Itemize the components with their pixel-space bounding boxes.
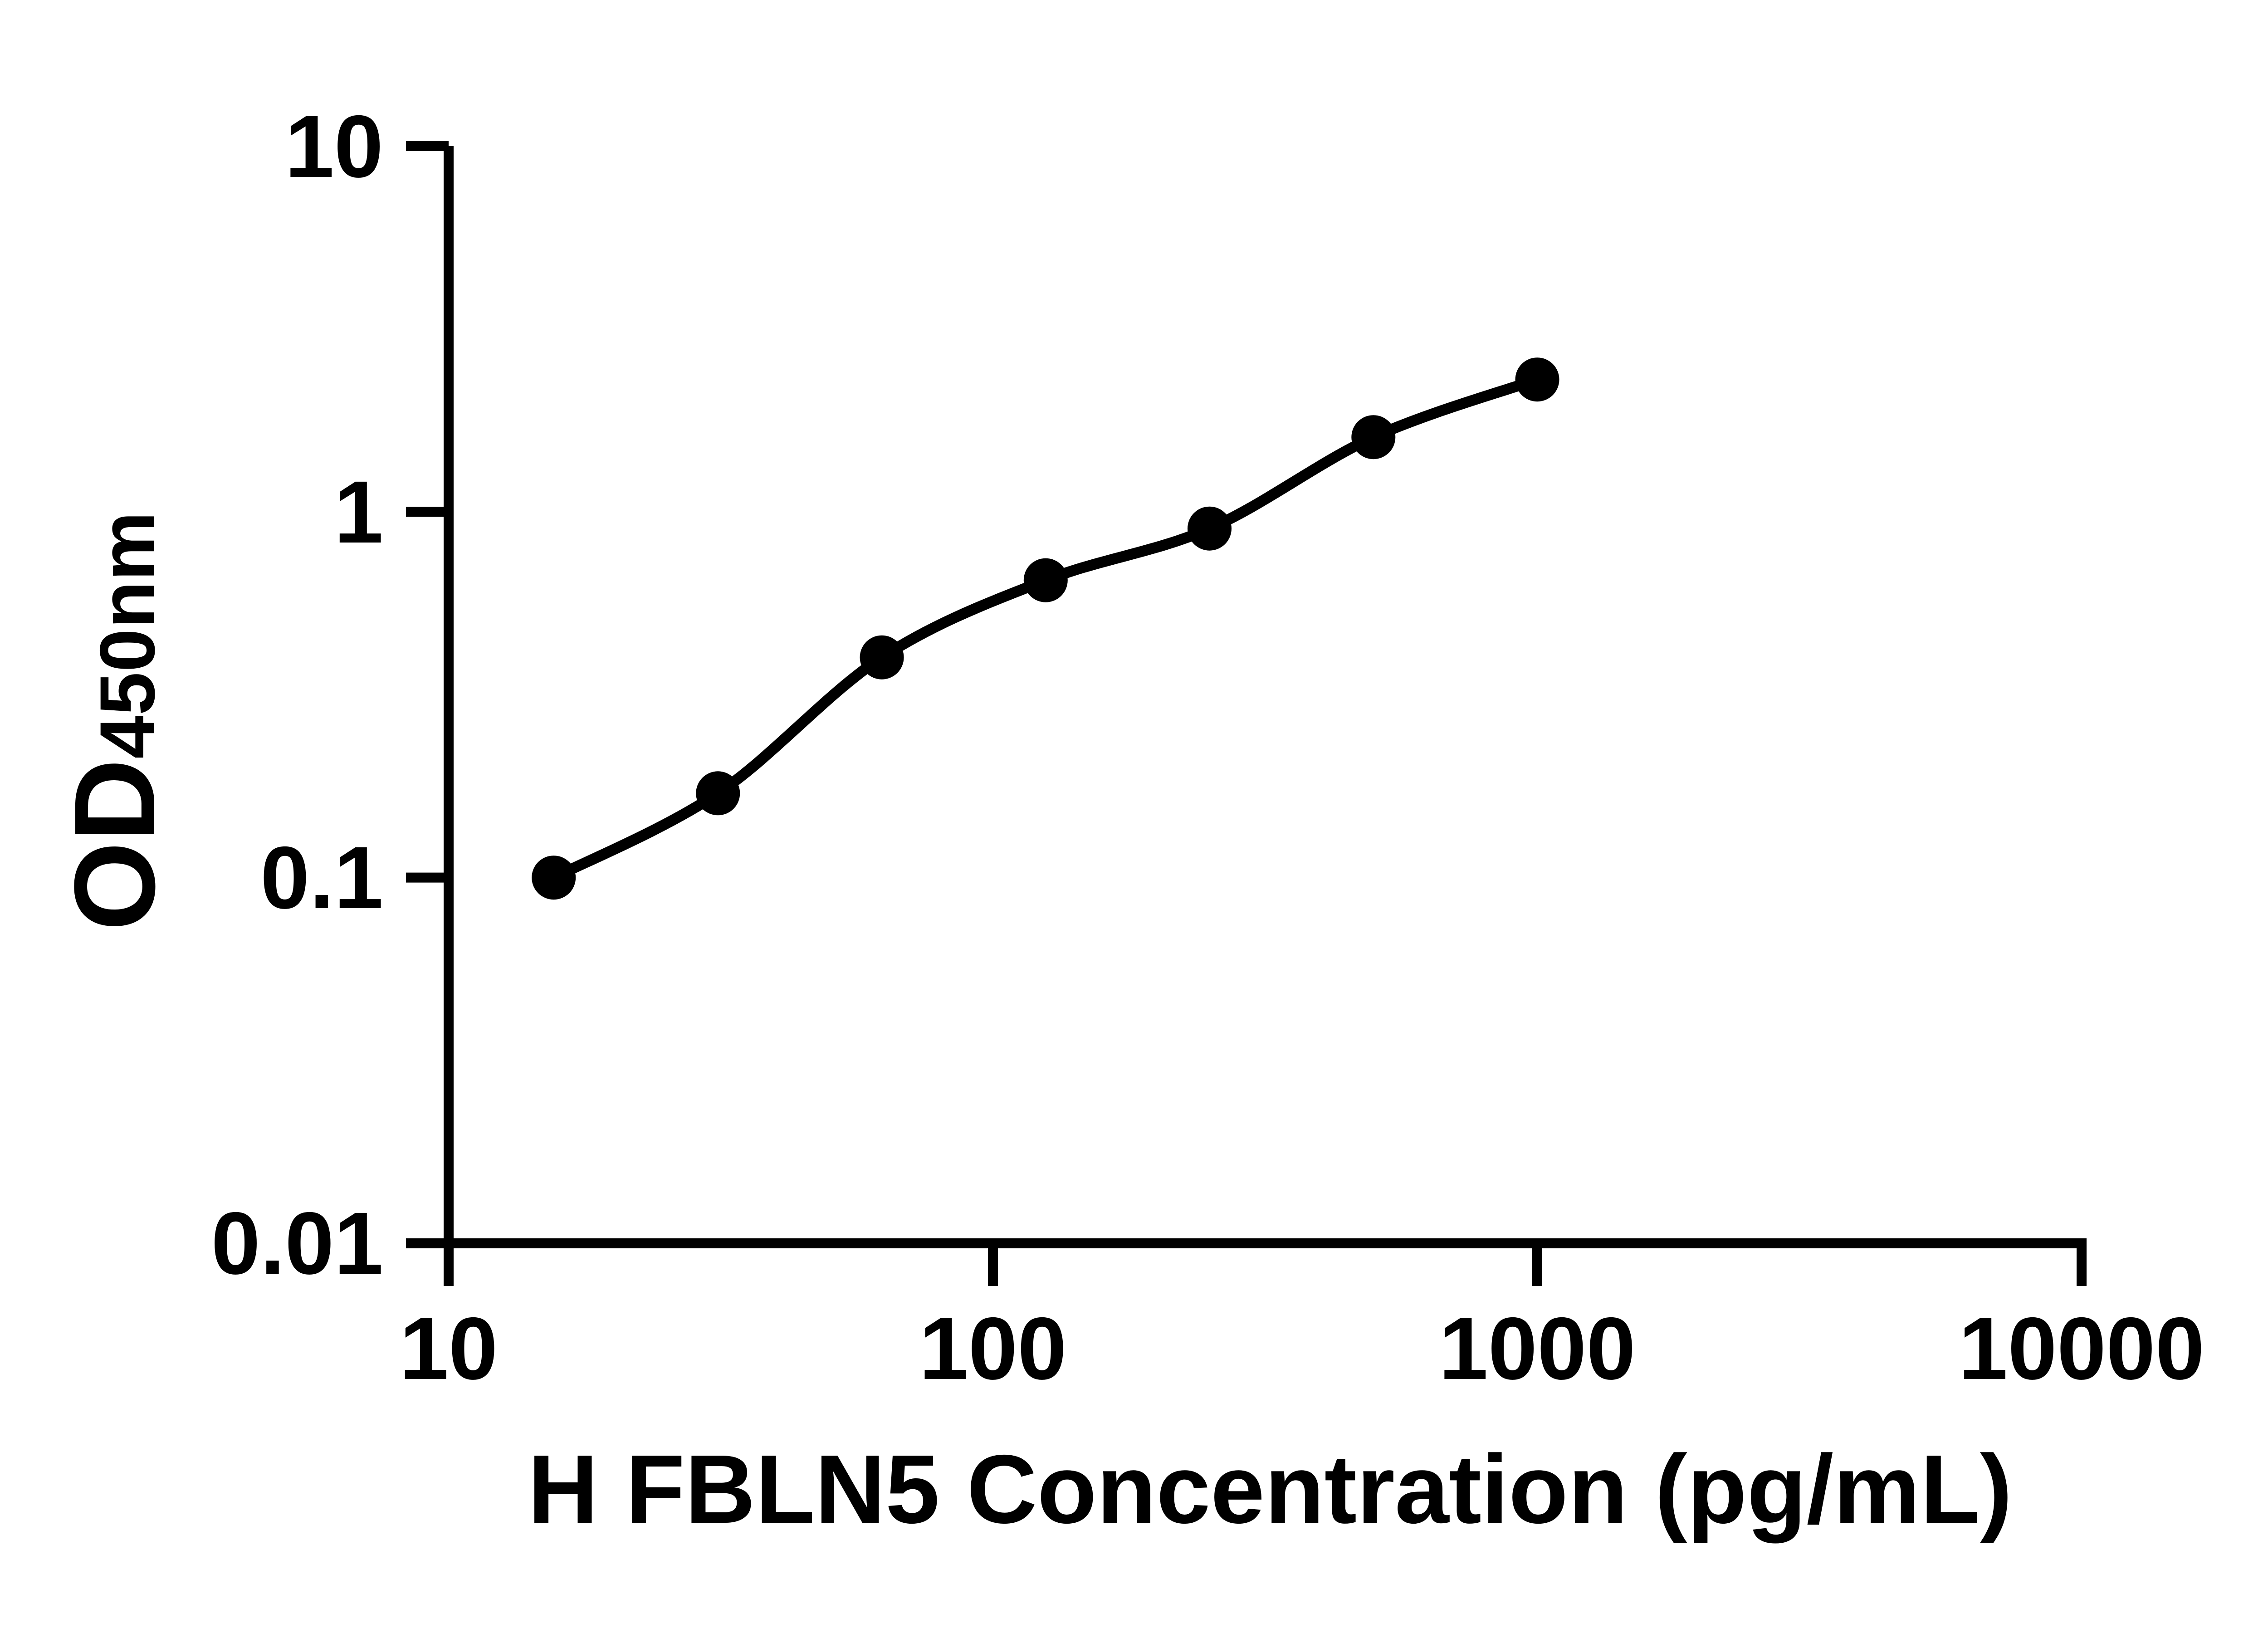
svg-text:0.01: 0.01 bbox=[211, 1194, 383, 1293]
svg-text:1000: 1000 bbox=[1439, 1299, 1636, 1398]
svg-text:10: 10 bbox=[400, 1299, 498, 1398]
svg-text:100: 100 bbox=[919, 1299, 1066, 1398]
svg-text:H FBLN5 Concentration (pg/mL): H FBLN5 Concentration (pg/mL) bbox=[528, 1434, 2013, 1544]
svg-text:1: 1 bbox=[334, 463, 383, 562]
svg-text:0.1: 0.1 bbox=[260, 828, 383, 927]
svg-text:10: 10 bbox=[285, 97, 383, 196]
svg-text:10000: 10000 bbox=[1959, 1299, 2204, 1398]
